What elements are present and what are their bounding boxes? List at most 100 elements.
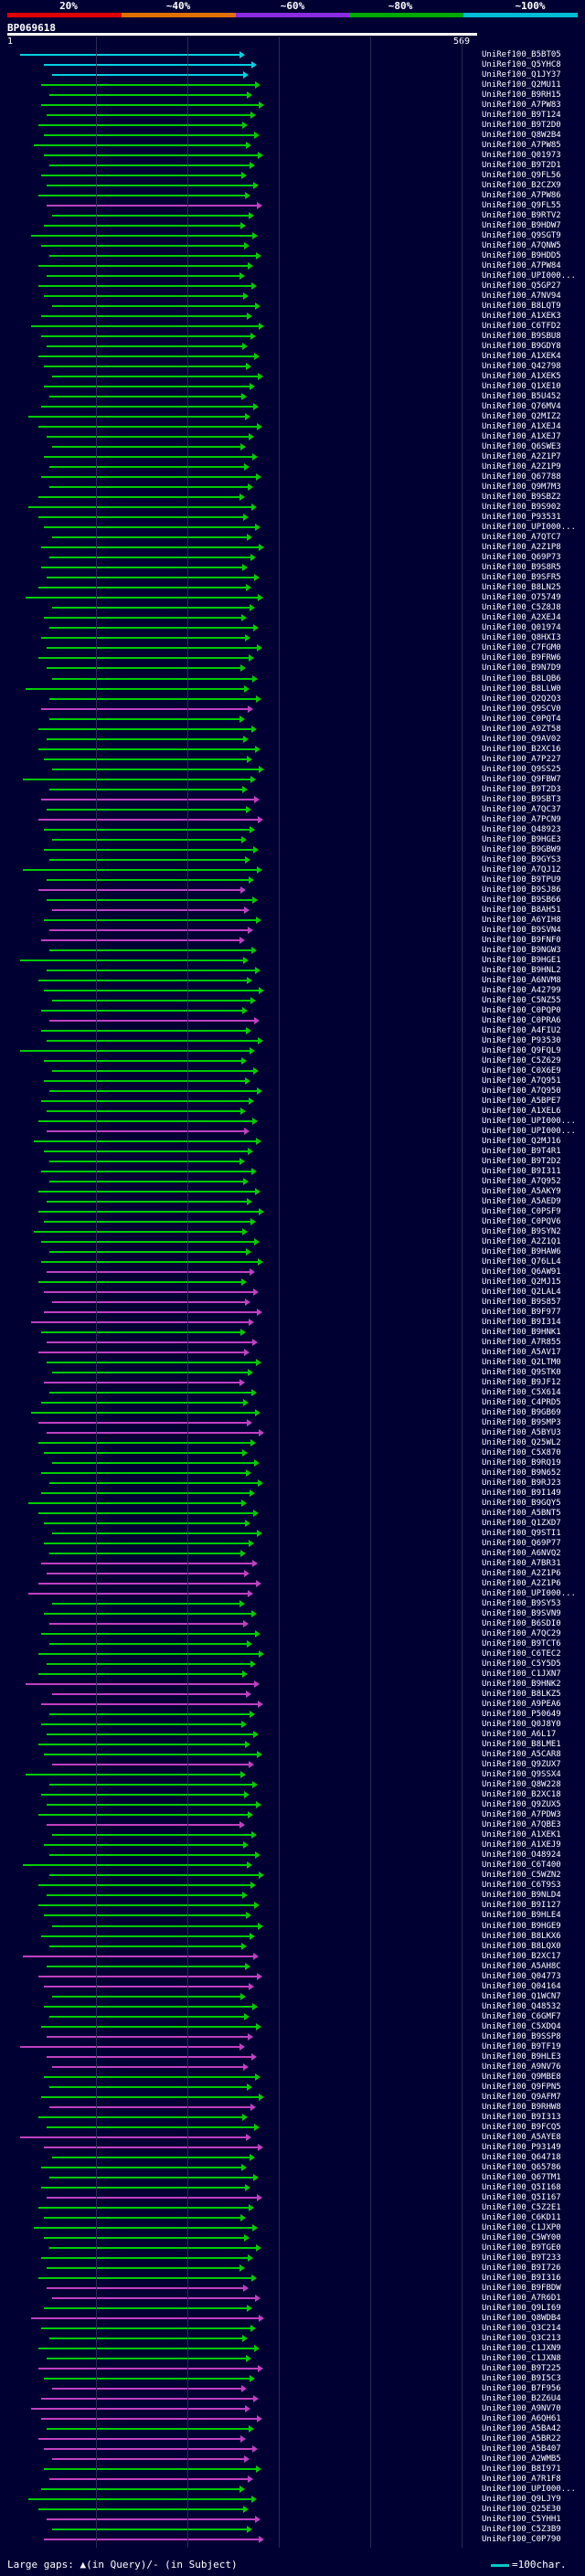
hit-row[interactable]: UniRef100_B5U452 xyxy=(0,392,585,402)
hit-label[interactable]: UniRef100_A7QBE3 xyxy=(482,1820,561,1830)
hit-row[interactable]: UniRef100_C1JXP0 xyxy=(0,2223,585,2233)
hit-label[interactable]: UniRef100_A5AV17 xyxy=(482,1348,561,1358)
hit-label[interactable]: UniRef100_B9I5C3 xyxy=(482,2373,561,2383)
hit-row[interactable]: UniRef100_Q48923 xyxy=(0,825,585,835)
hit-row[interactable]: UniRef100_B9JF12 xyxy=(0,1378,585,1388)
hit-label[interactable]: UniRef100_Q48923 xyxy=(482,824,561,834)
hit-row[interactable]: UniRef100_B9T2D2 xyxy=(0,1157,585,1167)
hit-label[interactable]: UniRef100_Q5GP27 xyxy=(482,281,561,292)
hit-row[interactable]: UniRef100_Q67TM1 xyxy=(0,2173,585,2183)
hit-label[interactable]: UniRef100_B8LKZ5 xyxy=(482,1690,561,1700)
hit-row[interactable]: UniRef100_A5AKY9 xyxy=(0,1187,585,1197)
hit-row[interactable]: UniRef100_B6SDI0 xyxy=(0,1619,585,1629)
hit-label[interactable]: UniRef100_A7NV94 xyxy=(482,292,561,302)
hit-row[interactable]: UniRef100_A7QC37 xyxy=(0,805,585,815)
hit-label[interactable]: UniRef100_A5AED9 xyxy=(482,1196,561,1206)
hit-row[interactable]: UniRef100_B9I127 xyxy=(0,1901,585,1911)
hit-label[interactable]: UniRef100_Q2MJ15 xyxy=(482,1277,561,1287)
hit-label[interactable]: UniRef100_B9T233 xyxy=(482,2253,561,2263)
hit-row[interactable]: UniRef100_A7QBE3 xyxy=(0,1820,585,1830)
hit-label[interactable]: UniRef100_B9TGE0 xyxy=(482,2242,561,2253)
hit-label[interactable]: UniRef100_Q01974 xyxy=(482,623,561,633)
hit-label[interactable]: UniRef100_A5AH8C xyxy=(482,1961,561,1971)
hit-row[interactable]: UniRef100_Q9M7M3 xyxy=(0,482,585,493)
hit-row[interactable]: UniRef100_A9NV76 xyxy=(0,2062,585,2072)
hit-label[interactable]: UniRef100_B8LQB6 xyxy=(482,673,561,684)
hit-row[interactable]: UniRef100_A1XEL6 xyxy=(0,1107,585,1117)
hit-row[interactable]: UniRef100_B9NLD4 xyxy=(0,1891,585,1901)
hit-row[interactable]: UniRef100_Q65786 xyxy=(0,2163,585,2173)
hit-row[interactable]: UniRef100_B8LKX6 xyxy=(0,1932,585,1942)
hit-row[interactable]: UniRef100_A9NV70 xyxy=(0,2404,585,2414)
hit-label[interactable]: UniRef100_B9S8R5 xyxy=(482,563,561,573)
hit-row[interactable]: UniRef100_C0PQT4 xyxy=(0,715,585,725)
hit-row[interactable]: UniRef100_B8LQT9 xyxy=(0,302,585,312)
hit-label[interactable]: UniRef100_A5BR22 xyxy=(482,2433,561,2443)
hit-row[interactable]: UniRef100_Q9SS25 xyxy=(0,765,585,775)
hit-label[interactable]: UniRef100_A2Z1P6 xyxy=(482,1579,561,1589)
hit-row[interactable]: UniRef100_A6YIH8 xyxy=(0,916,585,926)
hit-row[interactable]: UniRef100_B9SFR5 xyxy=(0,573,585,583)
hit-row[interactable]: UniRef100_UPI000... xyxy=(0,523,585,533)
hit-label[interactable]: UniRef100_Q9FL56 xyxy=(482,171,561,181)
hit-label[interactable]: UniRef100_B9HNL2 xyxy=(482,965,561,975)
hit-row[interactable]: UniRef100_A6L17 xyxy=(0,1730,585,1740)
hit-row[interactable]: UniRef100_A7R6D1 xyxy=(0,2294,585,2304)
hit-row[interactable]: UniRef100_Q8WDB4 xyxy=(0,2314,585,2324)
hit-label[interactable]: UniRef100_B9I149 xyxy=(482,1489,561,1499)
hit-label[interactable]: UniRef100_A2XEJ4 xyxy=(482,613,561,623)
hit-row[interactable]: UniRef100_B8LKZ5 xyxy=(0,1690,585,1700)
hit-row[interactable]: UniRef100_A5BR22 xyxy=(0,2434,585,2444)
hit-row[interactable]: UniRef100_B9T225 xyxy=(0,2364,585,2374)
hit-row[interactable]: UniRef100_B2XC17 xyxy=(0,1952,585,1962)
hit-row[interactable]: UniRef100_C1JXN8 xyxy=(0,2354,585,2364)
hit-row[interactable]: UniRef100_B2XC18 xyxy=(0,1790,585,1800)
hit-row[interactable]: UniRef100_A7PCN9 xyxy=(0,815,585,825)
hit-row[interactable]: UniRef100_C0PRA6 xyxy=(0,1016,585,1026)
hit-label[interactable]: UniRef100_C6KD11 xyxy=(482,2212,561,2222)
hit-row[interactable]: UniRef100_C5Y5D5 xyxy=(0,1659,585,1670)
hit-row[interactable]: UniRef100_O48924 xyxy=(0,1850,585,1860)
hit-label[interactable]: UniRef100_B8LME1 xyxy=(482,1740,561,1750)
hit-label[interactable]: UniRef100_C1JXN8 xyxy=(482,2353,561,2363)
hit-row[interactable]: UniRef100_B9HLE4 xyxy=(0,1911,585,1921)
hit-row[interactable]: UniRef100_Q25E30 xyxy=(0,2505,585,2515)
hit-row[interactable]: UniRef100_B8AH51 xyxy=(0,906,585,916)
hit-label[interactable]: UniRef100_A7QC29 xyxy=(482,1629,561,1639)
hit-label[interactable]: UniRef100_B9SFR5 xyxy=(482,573,561,583)
hit-row[interactable]: UniRef100_B9RJ23 xyxy=(0,1479,585,1489)
hit-label[interactable]: UniRef100_C5X614 xyxy=(482,1388,561,1398)
hit-row[interactable]: UniRef100_C6TEC2 xyxy=(0,1649,585,1659)
hit-row[interactable]: UniRef100_B5BT05 xyxy=(0,50,585,60)
hit-label[interactable]: UniRef100_UPI000... xyxy=(482,1116,576,1126)
hit-row[interactable]: UniRef100_B9I5C3 xyxy=(0,2374,585,2384)
hit-row[interactable]: UniRef100_C5WY00 xyxy=(0,2233,585,2243)
hit-label[interactable]: UniRef100_A7Q951 xyxy=(482,1076,561,1086)
hit-label[interactable]: UniRef100_B9NLD4 xyxy=(482,1891,561,1901)
hit-label[interactable]: UniRef100_P93530 xyxy=(482,1035,561,1045)
hit-row[interactable]: UniRef100_C0PQV6 xyxy=(0,1217,585,1227)
hit-label[interactable]: UniRef100_UPI000... xyxy=(482,1126,576,1136)
hit-label[interactable]: UniRef100_Q9FQL9 xyxy=(482,1045,561,1055)
hit-row[interactable]: UniRef100_C7FGM0 xyxy=(0,643,585,653)
hit-label[interactable]: UniRef100_Q3C214 xyxy=(482,2323,561,2333)
hit-row[interactable]: UniRef100_A7R1F8 xyxy=(0,2475,585,2485)
hit-row[interactable]: UniRef100_B9GB69 xyxy=(0,1408,585,1418)
hit-label[interactable]: UniRef100_Q9LI69 xyxy=(482,2303,561,2313)
hit-label[interactable]: UniRef100_A2Z1P8 xyxy=(482,543,561,553)
hit-label[interactable]: UniRef100_A5AKY9 xyxy=(482,1186,561,1196)
hit-row[interactable]: UniRef100_P50649 xyxy=(0,1710,585,1720)
hit-label[interactable]: UniRef100_P93531 xyxy=(482,513,561,523)
hit-label[interactable]: UniRef100_P50649 xyxy=(482,1710,561,1720)
hit-row[interactable]: UniRef100_A1XEK5 xyxy=(0,372,585,382)
hit-row[interactable]: UniRef100_Q2MU11 xyxy=(0,80,585,90)
hit-row[interactable]: UniRef100_B9HGE3 xyxy=(0,835,585,845)
hit-label[interactable]: UniRef100_B9T124 xyxy=(482,111,561,121)
hit-label[interactable]: UniRef100_UPI000... xyxy=(482,271,576,281)
hit-label[interactable]: UniRef100_A1XEJ7 xyxy=(482,432,561,442)
hit-row[interactable]: UniRef100_B9GYS3 xyxy=(0,855,585,865)
hit-row[interactable]: UniRef100_Q2MJ16 xyxy=(0,1137,585,1147)
hit-row[interactable]: UniRef100_B8LQX0 xyxy=(0,1942,585,1952)
hit-row[interactable]: UniRef100_A7NV94 xyxy=(0,292,585,302)
hit-label[interactable]: UniRef100_A5BNT5 xyxy=(482,1509,561,1519)
